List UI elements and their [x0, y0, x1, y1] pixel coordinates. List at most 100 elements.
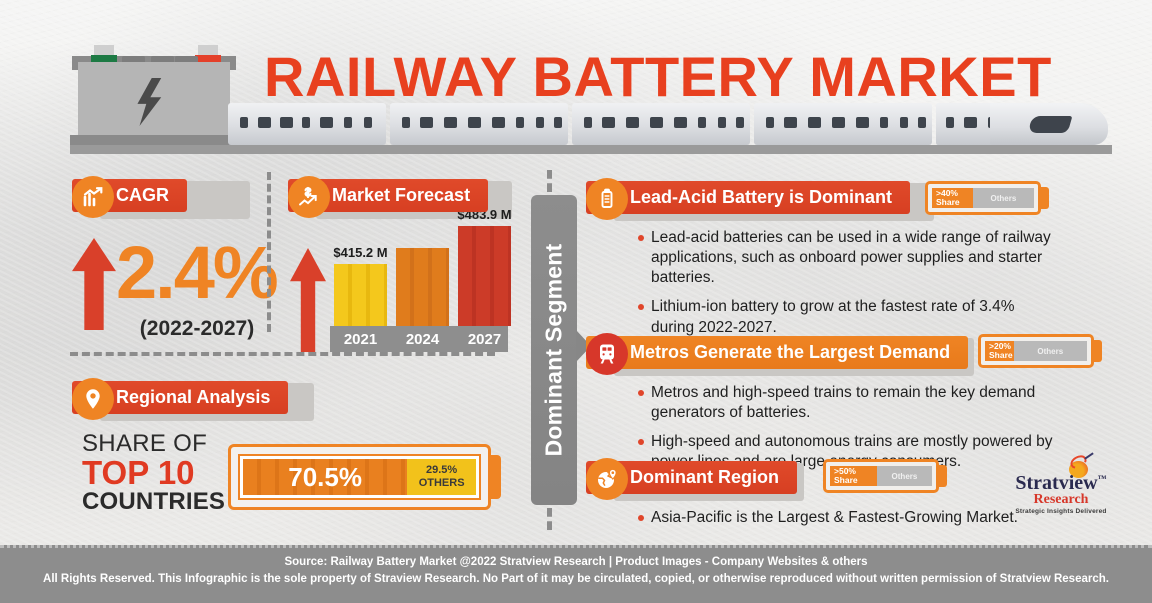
bullet-item: Lead-acid batteries can be used in a wid…	[638, 228, 1056, 288]
bullet-dot	[638, 235, 644, 241]
logo-ball	[1069, 461, 1088, 478]
badge-others-label: Others	[972, 188, 1034, 208]
cagr-value-row: 2.4%	[72, 231, 322, 330]
dollar-growth-icon	[288, 176, 330, 218]
battery-vent-2	[151, 56, 174, 66]
bullet-dot	[638, 304, 644, 311]
bullet-item: Metros and high-speed trains to remain t…	[638, 383, 1056, 423]
footer-divider	[0, 545, 1152, 548]
battery-vent-1	[122, 56, 145, 66]
train-car	[390, 103, 568, 145]
cagr-header: CAGR	[72, 176, 250, 219]
section-header: Dominant Region	[586, 458, 1056, 501]
bullet-dot	[638, 439, 644, 446]
high-speed-train-icon	[228, 103, 1108, 148]
vertical-divider	[267, 172, 271, 332]
share-bar-inner-frame: 70.5% 29.5% OTHERS	[238, 454, 481, 500]
section-header: Lead-Acid Battery is Dominant	[586, 178, 1056, 221]
section-bullets: Metros and high-speed trains to remain t…	[638, 383, 1056, 473]
section-title: Metros Generate the Largest Demand	[586, 335, 969, 369]
badge-share-segment: >50% Share	[830, 466, 877, 486]
battery-cap-right	[198, 45, 218, 58]
train-car	[572, 103, 750, 145]
railway-track	[70, 145, 1112, 154]
bullet-text: Asia-Pacific is the Largest & Fastest-Gr…	[651, 509, 1018, 526]
cagr-period: (2022-2027)	[139, 317, 255, 340]
share-of-top10-text: SHARE OF TOP 10 COUNTRIES	[82, 430, 226, 516]
section-bullets: Lead-acid batteries can be used in a wid…	[638, 228, 1056, 338]
share-others-label: OTHERS	[418, 477, 465, 489]
badge-fill: >40% Share Others	[932, 188, 1034, 208]
logo-trademark: ™	[1097, 473, 1107, 484]
bar-value-label: $415.2 M	[333, 245, 388, 260]
section-title: Lead-Acid Battery is Dominant	[586, 180, 911, 214]
badge-share-segment: >20% Share	[985, 341, 1014, 361]
section-dominant-region: Dominant Region Asia-Pacific is the Larg…	[586, 458, 1056, 537]
chart-tick-2027: 2027	[467, 331, 502, 348]
share-line-2: TOP 10	[82, 454, 195, 492]
badge-share-value: >50%	[834, 466, 856, 477]
share-main-value: 70.5%	[243, 459, 408, 495]
logo-stick	[1084, 452, 1094, 460]
battery-cap-left	[94, 45, 114, 58]
regional-analysis-header: Regional Analysis	[72, 378, 314, 421]
share-bar-fill: 70.5% 29.5% OTHERS	[243, 459, 476, 495]
bullet-dot	[638, 515, 644, 521]
horizontal-divider	[70, 352, 495, 356]
share-badge-metros: >20% Share Others	[978, 334, 1102, 368]
badge-fill: >20% Share Others	[985, 341, 1087, 361]
share-line-1: SHARE OF	[82, 430, 208, 457]
bullet-text: Metros and high-speed trains to remain t…	[651, 384, 1036, 422]
chart-bar-2027: $483.9 M	[457, 207, 512, 326]
bullet-dot	[638, 390, 644, 396]
cagr-value: 2.4%	[116, 231, 279, 314]
page-title: RAILWAY BATTERY MARKET	[264, 45, 1052, 108]
badge-frame: >20% Share Others	[978, 334, 1094, 368]
logo-name-text: Stratview	[1015, 472, 1098, 494]
car-battery-icon	[70, 36, 245, 151]
share-badge-region: >50% Share Others	[823, 459, 947, 493]
badge-others-label: Others	[1013, 341, 1087, 361]
train-locomotive	[936, 103, 1108, 145]
dominant-segment-label: Dominant Segment	[540, 243, 567, 457]
badge-share-value: >40%	[936, 188, 958, 199]
battery-vent-3	[175, 56, 198, 66]
section-lead-acid-battery: Lead-Acid Battery is Dominant Lead-acid …	[586, 178, 1056, 347]
badge-share-label: Share	[834, 475, 858, 485]
globe-pin-icon	[586, 458, 628, 500]
badge-others-label: Others	[876, 466, 932, 486]
up-arrow-icon	[290, 248, 326, 352]
band-dashes-top	[547, 170, 552, 192]
chart-axis-base: 2021 2024 2027	[330, 326, 508, 352]
share-badge-lead-acid: >40% Share Others	[925, 181, 1049, 215]
train-car	[754, 103, 932, 145]
share-others-value: 29.5%	[426, 464, 458, 477]
share-bar-outer-frame: 70.5% 29.5% OTHERS	[228, 444, 491, 510]
dominant-segment-band: Dominant Segment	[531, 195, 577, 505]
header-banner: RAILWAY BATTERY MARKET	[0, 0, 1152, 155]
battery-terminal-negative	[91, 55, 117, 66]
market-forecast-header: Market Forecast	[288, 176, 512, 219]
footer-rights: All Rights Reserved. This Infographic is…	[43, 573, 1109, 585]
section-bullets: Asia-Pacific is the Largest & Fastest-Gr…	[638, 508, 1056, 528]
stratview-research-logo: Stratview™ Research Strategic Insights D…	[995, 452, 1127, 515]
section-header: Metros Generate the Largest Demand	[586, 333, 1056, 376]
market-forecast-chart: $415.2 M $483.9 M 2021 2024 2027	[288, 207, 512, 352]
badge-share-segment: >40% Share	[932, 188, 973, 208]
train-car	[228, 103, 386, 145]
badge-share-label: Share	[936, 197, 960, 207]
bullet-text: Lithium-ion battery to grow at the faste…	[651, 298, 1015, 336]
section-metros-demand: Metros Generate the Largest Demand Metro…	[586, 333, 1056, 482]
map-pin-icon	[72, 378, 114, 420]
chart-tick-2024: 2024	[405, 331, 440, 348]
logo-tagline: Strategic Insights Delivered	[1015, 508, 1107, 515]
train-nose	[990, 103, 1108, 145]
badge-fill: >50% Share Others	[830, 466, 932, 486]
badge-share-value: >20%	[989, 341, 1011, 352]
bullet-item: Lithium-ion battery to grow at the faste…	[638, 297, 1056, 337]
chart-bar-2021: $415.2 M	[333, 245, 388, 326]
share-line-3: COUNTRIES	[82, 488, 226, 516]
bullet-item: Asia-Pacific is the Largest & Fastest-Gr…	[638, 508, 1056, 528]
footer-source: Source: Railway Battery Market @2022 Str…	[284, 556, 868, 568]
